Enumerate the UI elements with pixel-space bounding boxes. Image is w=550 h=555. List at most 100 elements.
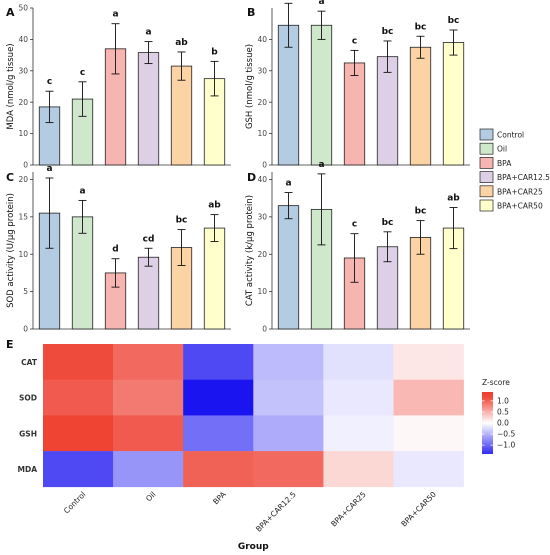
significance-letter: bc xyxy=(448,16,460,26)
y-axis-label: GSH (nmol/g tissue) xyxy=(245,44,255,129)
significance-letter: d xyxy=(112,245,118,255)
significance-letter: a xyxy=(318,0,324,7)
heatmap-cell xyxy=(113,344,184,380)
y-axis-label: SOD activity (U/μg protein) xyxy=(6,193,16,308)
significance-letter: a xyxy=(318,160,324,170)
significance-letter: b xyxy=(211,47,218,57)
significance-letter: ab xyxy=(208,201,221,211)
bar xyxy=(376,56,399,166)
x-axis-title: Group xyxy=(238,542,269,552)
y-tick-label: 0 xyxy=(23,325,28,334)
significance-letter: ab xyxy=(175,38,188,48)
y-tick-label: 10 xyxy=(257,129,267,138)
bar xyxy=(170,65,193,166)
legend-swatch xyxy=(479,128,494,141)
y-tick-label: 20 xyxy=(257,250,267,259)
heatmap-cell xyxy=(323,344,394,380)
y-axis-label: MDA (nmol/g tissue) xyxy=(6,43,16,129)
heatmap-row-label: SOD xyxy=(19,394,37,403)
heatmap-row-label: MDA xyxy=(18,465,38,474)
legend-label: BPA+CAR25 xyxy=(497,187,543,196)
colorbar-tick-label: 0.5 xyxy=(497,408,509,417)
y-tick-label: 40 xyxy=(257,175,267,184)
bar xyxy=(277,205,300,330)
panel-a: A MDA (nmol/g tissue) 0 10 20 30 40 50 c c a a ab b xyxy=(6,4,231,170)
heatmap-cell xyxy=(253,344,324,380)
legend-swatch xyxy=(479,171,494,183)
panel-d: D CAT activity (k/μg protein) 0 10 20 30 40 a a c… xyxy=(245,160,470,334)
heatmap-cell xyxy=(183,451,254,488)
heatmap-cell xyxy=(183,379,254,416)
y-tick-label: 20 xyxy=(18,175,28,184)
significance-letter: bc xyxy=(415,207,427,217)
y-tick-label: 15 xyxy=(18,212,28,221)
zscore-colorbar xyxy=(482,392,493,454)
colorbar-tick-label: 1.0 xyxy=(497,396,509,405)
panel-e: E CAT SOD GSH MDA Control Oil BPA BPA+CAR12.5 BPA… xyxy=(6,338,464,552)
heatmap-cell xyxy=(253,451,324,488)
panel-letter: B xyxy=(247,6,255,19)
legend-label: Oil xyxy=(497,145,507,154)
legend-swatch xyxy=(479,142,494,155)
panel-letter: E xyxy=(6,338,14,351)
bar xyxy=(442,42,465,166)
colorbar-tick-label: 0.0 xyxy=(497,419,509,428)
legend: Control Oil BPA BPA+CAR12.5 BPA+CAR25 BPA+CAR… xyxy=(479,128,550,212)
y-tick-label: 30 xyxy=(257,212,267,221)
panel-letter: D xyxy=(247,171,256,184)
significance-letter: c xyxy=(352,36,357,46)
significance-letter: bc xyxy=(415,22,427,32)
heatmap-cell xyxy=(393,344,464,380)
heatmap-column-label: Control xyxy=(62,490,88,516)
heatmap-cell xyxy=(393,451,464,488)
heatmap-column-label: BPA xyxy=(211,489,228,506)
heatmap-cell xyxy=(323,451,394,488)
heatmap-cell xyxy=(43,344,114,380)
y-axis-label: CAT activity (k/μg protein) xyxy=(245,195,255,306)
legend-label: Control xyxy=(497,131,524,140)
zscore-legend: Z-score 1.0 0.5 0.0 −0.5 −1.0 xyxy=(482,378,515,454)
bar xyxy=(343,62,366,166)
panel-letter: A xyxy=(6,6,15,19)
y-tick-label: 20 xyxy=(257,98,267,107)
zscore-legend-title: Z-score xyxy=(482,378,510,387)
heatmap-row-label: GSH xyxy=(19,429,37,438)
heatmap-cell xyxy=(393,415,464,452)
significance-letter: a xyxy=(145,28,151,38)
y-tick-label: 10 xyxy=(18,250,28,259)
heatmap-cell xyxy=(43,415,114,452)
y-tick-label: 30 xyxy=(18,66,28,75)
y-tick-label: 10 xyxy=(257,287,267,296)
y-tick-label: 0 xyxy=(262,325,267,334)
bar xyxy=(203,227,226,330)
heatmap-column-label: Oil xyxy=(144,490,157,503)
y-tick-label: 30 xyxy=(257,66,267,75)
panel-letter: C xyxy=(6,171,14,184)
heatmap-cell xyxy=(323,379,394,416)
heatmap-cell xyxy=(113,415,184,452)
legend-label: BPA+CAR12.5 xyxy=(497,173,550,182)
heatmap-cell xyxy=(113,451,184,488)
panel-c: C SOD activity (U/μg protein) 0 5 10 15 20 a a d c… xyxy=(6,164,231,334)
heatmap-cell xyxy=(253,379,324,416)
y-tick-label: 0 xyxy=(23,161,28,170)
bar xyxy=(137,256,160,330)
y-tick-label: 5 xyxy=(23,287,28,296)
heatmap-cell xyxy=(183,415,254,452)
significance-letter: a xyxy=(112,10,118,20)
y-tick-label: 40 xyxy=(18,35,28,44)
heatmap-column-label: BPA+CAR50 xyxy=(399,490,438,529)
bar xyxy=(137,52,160,166)
significance-letter: a xyxy=(46,164,52,174)
bar xyxy=(409,46,432,166)
legend-swatch xyxy=(479,199,494,212)
colorbar-tick-label: −0.5 xyxy=(497,430,515,439)
significance-letter: a xyxy=(79,186,85,196)
legend-swatch xyxy=(479,157,494,169)
y-tick-label: 40 xyxy=(257,35,267,44)
heatmap-cell xyxy=(323,415,394,452)
legend-label: BPA+CAR50 xyxy=(497,202,543,211)
significance-letter: c xyxy=(47,77,52,87)
significance-letter: ab xyxy=(447,194,460,204)
